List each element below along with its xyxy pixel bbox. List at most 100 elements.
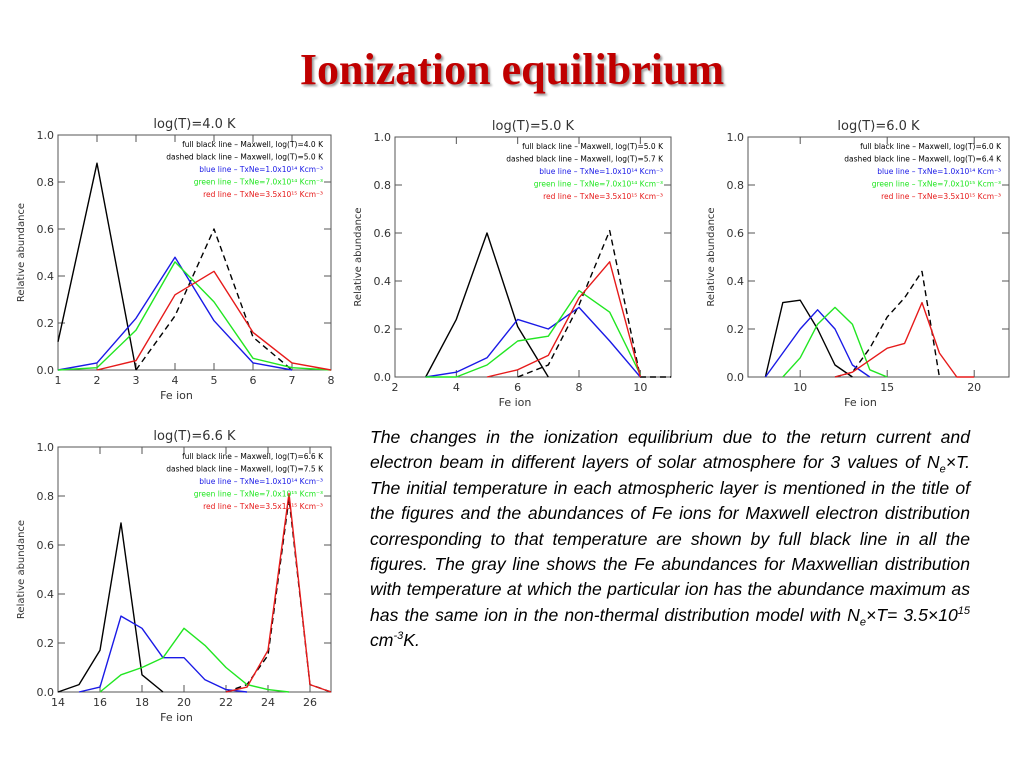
x-tick-label: 10 bbox=[633, 381, 647, 394]
legend-entry: red line – TxNe=3.5x10¹⁵ Kcm⁻³ bbox=[203, 502, 323, 511]
x-tick-label: 6 bbox=[514, 381, 521, 394]
chart-panel-logt-5: log(T)=5.0 K 0.0 0.2 0.4 0.6 0.8 1.0 2 4 6 8 10 Fe i… bbox=[353, 119, 672, 409]
y-tick-label: 0.2 bbox=[37, 637, 55, 650]
x-tick-label: 14 bbox=[51, 696, 65, 709]
y-tick-label: 0.4 bbox=[37, 270, 55, 283]
legend-entry: dashed black line – Maxwell, log(T)=5.0 … bbox=[166, 153, 324, 162]
caption-times-3: × bbox=[927, 604, 939, 625]
y-tick-label: 0.6 bbox=[37, 539, 55, 552]
series-line-green bbox=[425, 289, 641, 378]
legend-entry: dashed black line – Maxwell, log(T)=7.5 … bbox=[166, 465, 324, 474]
figure-caption: The changes in the ionization equilibriu… bbox=[370, 425, 970, 654]
y-tick-label: 0.0 bbox=[374, 371, 392, 384]
series-line-black-dashed bbox=[135, 228, 293, 371]
x-tick-label: 20 bbox=[967, 381, 981, 394]
caption-unit-exponent: -3 bbox=[393, 630, 404, 643]
legend-entry: dashed black line – Maxwell, log(T)=6.4 … bbox=[844, 155, 1002, 164]
y-tick-label: 0.4 bbox=[37, 588, 55, 601]
series-line-black bbox=[57, 522, 164, 693]
x-tick-label: 10 bbox=[793, 381, 807, 394]
slide-title: Ionization equilibrium bbox=[299, 45, 725, 94]
series-line-black bbox=[764, 299, 853, 378]
y-tick-label: 0.8 bbox=[37, 176, 55, 189]
caption-unit: cm bbox=[370, 630, 394, 651]
legend-entry: green line – TxNe=7.0x10¹⁵ Kcm⁻³ bbox=[194, 490, 323, 499]
chart-title: log(T)=6.0 K bbox=[837, 119, 920, 134]
x-axis-label: Fe ion bbox=[160, 711, 193, 724]
y-tick-label: 0.8 bbox=[37, 490, 55, 503]
legend-entry: blue line – TxNe=1.0x10¹⁴ Kcm⁻³ bbox=[199, 165, 323, 174]
caption-exponent: 15 bbox=[957, 604, 971, 617]
y-tick-label: 0.4 bbox=[727, 275, 745, 288]
chart-title: log(T)=4.0 K bbox=[153, 117, 236, 132]
caption-text-3: T= 3.5 bbox=[876, 604, 928, 625]
x-tick-label: 8 bbox=[576, 381, 583, 394]
legend-entry: full black line – Maxwell, log(T)=6.0 K bbox=[860, 142, 1002, 151]
x-tick-label: 24 bbox=[261, 696, 275, 709]
series-line-red bbox=[96, 270, 332, 371]
plot-frame bbox=[57, 446, 332, 693]
legend-entry: blue line – TxNe=1.0x10¹⁴ Kcm⁻³ bbox=[877, 167, 1001, 176]
series-line-green bbox=[57, 261, 332, 371]
series-line-blue bbox=[57, 256, 293, 371]
y-axis-label: Relative abundance bbox=[16, 520, 27, 619]
chart-title: log(T)=6.6 K bbox=[153, 429, 236, 444]
x-tick-label: 15 bbox=[880, 381, 894, 394]
x-tick-label: 18 bbox=[135, 696, 149, 709]
y-tick-label: 1.0 bbox=[37, 129, 55, 142]
chart-panel-logt-6: log(T)=6.0 K 0.0 0.2 0.4 0.6 0.8 1.0 10 15 20 Fe i… bbox=[706, 119, 1010, 409]
chart-panel-logt-4: log(T)=4.0 K 0.0 0.2 0.4 0.6 0.8 1.0 1 2 3 4 5 6 7 8 Fe… bbox=[16, 117, 335, 402]
x-tick-label: 4 bbox=[172, 374, 179, 387]
y-tick-label: 1.0 bbox=[727, 131, 745, 144]
series-line-black-dashed bbox=[834, 270, 941, 378]
x-tick-label: 20 bbox=[177, 696, 191, 709]
series-line-red bbox=[834, 301, 975, 378]
y-tick-label: 0.4 bbox=[374, 275, 392, 288]
y-tick-label: 0.8 bbox=[374, 179, 392, 192]
x-tick-label: 6 bbox=[250, 374, 257, 387]
y-tick-label: 1.0 bbox=[374, 131, 392, 144]
x-tick-label: 1 bbox=[55, 374, 62, 387]
x-tick-label: 2 bbox=[94, 374, 101, 387]
series-line-blue bbox=[764, 309, 871, 378]
legend-entry: full black line – Maxwell, log(T)=4.0 K bbox=[182, 140, 324, 149]
caption-subscript-e-1: e bbox=[939, 463, 946, 476]
legend-entry: red line – TxNe=3.5x10¹⁵ Kcm⁻³ bbox=[203, 190, 323, 199]
y-tick-label: 0.6 bbox=[37, 223, 55, 236]
x-tick-label: 16 bbox=[93, 696, 107, 709]
x-tick-label: 2 bbox=[392, 381, 399, 394]
y-tick-label: 1.0 bbox=[37, 441, 55, 454]
legend-entry: full black line – Maxwell, log(T)=5.0 K bbox=[522, 142, 664, 151]
legend-entry: green line – TxNe=7.0x10¹⁴ Kcm⁻³ bbox=[194, 178, 323, 187]
caption-text-2: T. The initial temperature in each atmos… bbox=[370, 452, 970, 625]
caption-times-2: × bbox=[865, 604, 877, 625]
x-tick-label: 8 bbox=[328, 374, 335, 387]
y-axis-label: Relative abundance bbox=[706, 207, 717, 306]
series-line-black-dashed bbox=[517, 229, 671, 378]
y-tick-label: 0.8 bbox=[727, 179, 745, 192]
y-tick-label: 0.6 bbox=[727, 227, 745, 240]
series-line-red bbox=[486, 261, 641, 378]
series-line-green bbox=[99, 627, 290, 693]
legend-entry: dashed black line – Maxwell, log(T)=5.7 … bbox=[506, 155, 664, 164]
y-tick-label: 0.2 bbox=[374, 323, 392, 336]
y-tick-label: 0.6 bbox=[374, 227, 392, 240]
plot-frame bbox=[57, 134, 332, 371]
series-line-black-dashed bbox=[225, 497, 332, 693]
x-tick-label: 5 bbox=[211, 374, 218, 387]
x-axis-label: Fe ion bbox=[499, 396, 532, 409]
y-tick-label: 0.2 bbox=[37, 317, 55, 330]
x-axis-label: Fe ion bbox=[160, 389, 193, 402]
x-tick-label: 4 bbox=[453, 381, 460, 394]
legend-entry: blue line – TxNe=1.0x10¹⁴ Kcm⁻³ bbox=[199, 477, 323, 486]
caption-times-1: × bbox=[945, 452, 956, 473]
plot-frame bbox=[747, 136, 1010, 378]
x-tick-label: 7 bbox=[289, 374, 296, 387]
series-line-black bbox=[425, 232, 549, 378]
legend-entry: blue line – TxNe=1.0x10¹⁴ Kcm⁻³ bbox=[539, 167, 663, 176]
x-tick-label: 3 bbox=[133, 374, 140, 387]
x-tick-label: 22 bbox=[219, 696, 233, 709]
caption-power-base: 10 bbox=[938, 604, 958, 625]
caption-text-1: The changes in the ionization equilibriu… bbox=[370, 427, 970, 473]
y-tick-label: 0.0 bbox=[37, 686, 55, 699]
